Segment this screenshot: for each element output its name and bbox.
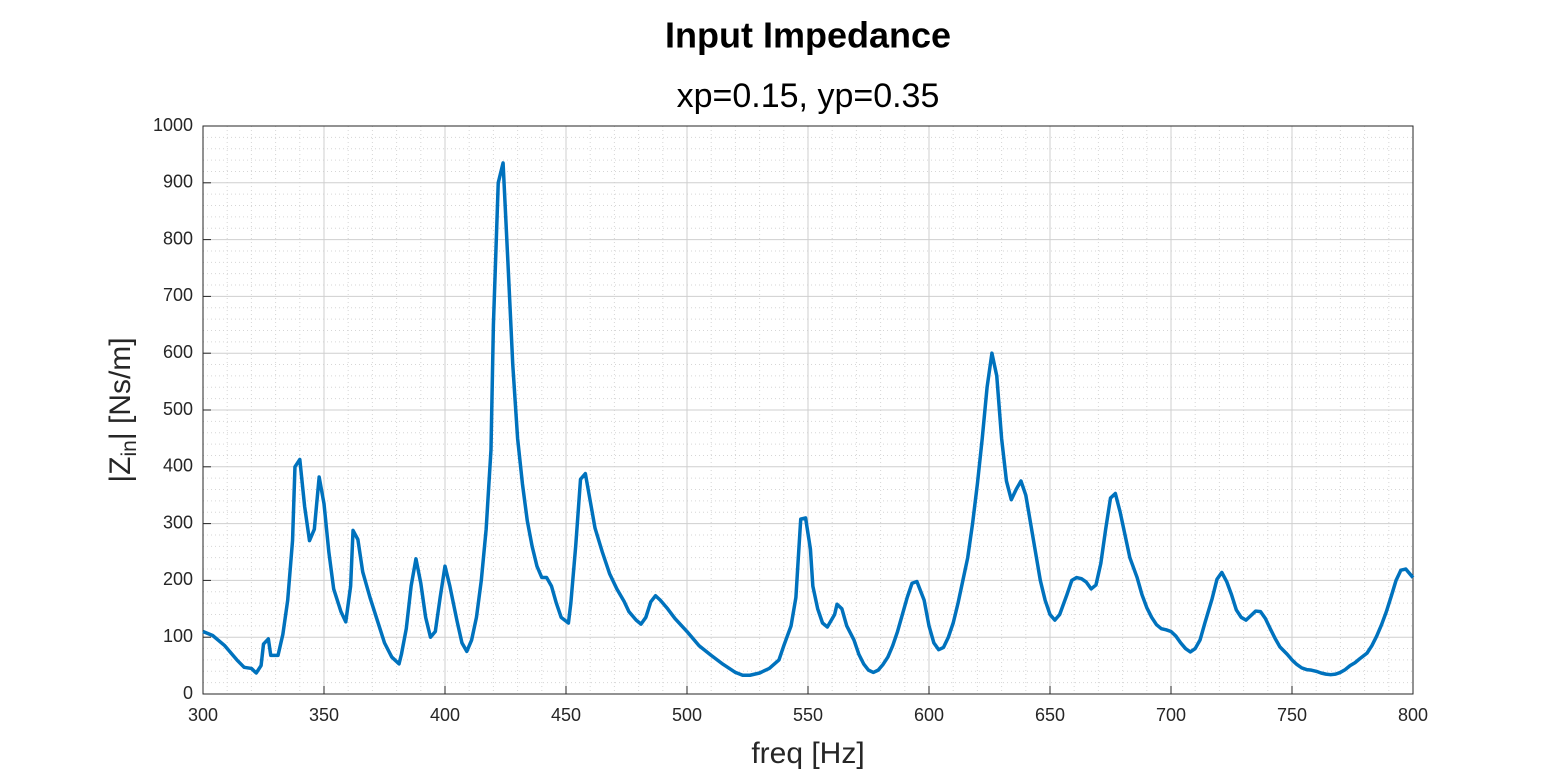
y-label-subscript: in	[118, 440, 141, 456]
x-tick-label: 350	[309, 705, 339, 725]
y-tick-label: 200	[163, 569, 193, 589]
data-line	[202, 161, 1415, 678]
chart-subtitle: xp=0.15, yp=0.35	[677, 77, 940, 115]
y-label-part: | [Ns/m]	[104, 337, 137, 440]
y-tick-label: 400	[163, 456, 193, 476]
y-tick-label: 0	[183, 683, 193, 703]
y-tick-label: 100	[163, 626, 193, 646]
x-tick-label: 300	[188, 705, 218, 725]
axes-box	[202, 125, 1414, 695]
x-tick-label: 700	[1156, 705, 1186, 725]
y-tick-label: 600	[163, 342, 193, 362]
y-tick-label: 1000	[153, 115, 193, 135]
y-label-part: |Z	[104, 457, 137, 483]
x-tick-label: 450	[551, 705, 581, 725]
y-tick-label: 500	[163, 399, 193, 419]
x-tick-label: 400	[430, 705, 460, 725]
x-tick-label: 500	[672, 705, 702, 725]
x-tick-label: 550	[793, 705, 823, 725]
x-tick-label: 650	[1035, 705, 1065, 725]
y-tick-label: 300	[163, 512, 193, 532]
y-tick-label: 900	[163, 172, 193, 192]
y-axis-label: |Zin| [Ns/m]	[104, 337, 141, 482]
y-tick-label: 700	[163, 285, 193, 305]
x-tick-label: 600	[914, 705, 944, 725]
x-tick-label: 800	[1398, 705, 1428, 725]
y-tick-label: 800	[163, 228, 193, 248]
x-tick-label: 750	[1277, 705, 1307, 725]
x-axis-label: freq [Hz]	[751, 737, 864, 770]
chart-title: Input Impedance	[665, 15, 951, 56]
